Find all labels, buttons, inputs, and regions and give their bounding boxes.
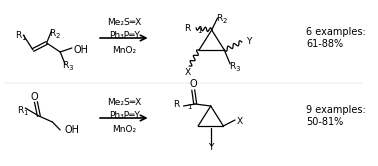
Text: MnO₂: MnO₂ (112, 125, 136, 134)
Text: O: O (189, 79, 197, 89)
Text: 3: 3 (68, 65, 73, 71)
Text: 2: 2 (222, 18, 227, 24)
Text: R: R (50, 29, 56, 38)
Text: MnO₂: MnO₂ (112, 45, 136, 54)
Text: 61-88%: 61-88% (306, 39, 343, 49)
Text: 1: 1 (187, 104, 192, 110)
Text: 3: 3 (235, 66, 240, 72)
Text: 9 examples:: 9 examples: (306, 105, 366, 115)
Text: R: R (217, 13, 223, 23)
Text: OH: OH (64, 125, 79, 135)
Text: R: R (17, 106, 24, 115)
Text: R: R (184, 24, 191, 33)
Text: OH: OH (74, 45, 89, 55)
Text: 2: 2 (55, 33, 60, 39)
Text: Ph₃P═Y: Ph₃P═Y (109, 111, 140, 120)
Text: 6 examples:: 6 examples: (306, 27, 366, 37)
Text: 50-81%: 50-81% (306, 117, 343, 127)
Text: R: R (62, 60, 68, 70)
Text: 1: 1 (197, 28, 201, 34)
Text: R: R (229, 61, 235, 71)
Text: 1: 1 (22, 35, 26, 41)
Text: O: O (30, 92, 38, 102)
Text: Ph₃P═Y: Ph₃P═Y (109, 31, 140, 40)
Text: Me₂S═X: Me₂S═X (107, 17, 141, 27)
Text: R: R (15, 31, 22, 40)
Text: Y: Y (208, 142, 214, 152)
Text: Me₂S═X: Me₂S═X (107, 97, 141, 107)
Text: 1: 1 (23, 110, 28, 116)
Text: R: R (174, 99, 180, 109)
Text: Y: Y (246, 37, 251, 45)
Text: X: X (237, 117, 243, 125)
Text: X: X (184, 68, 191, 77)
